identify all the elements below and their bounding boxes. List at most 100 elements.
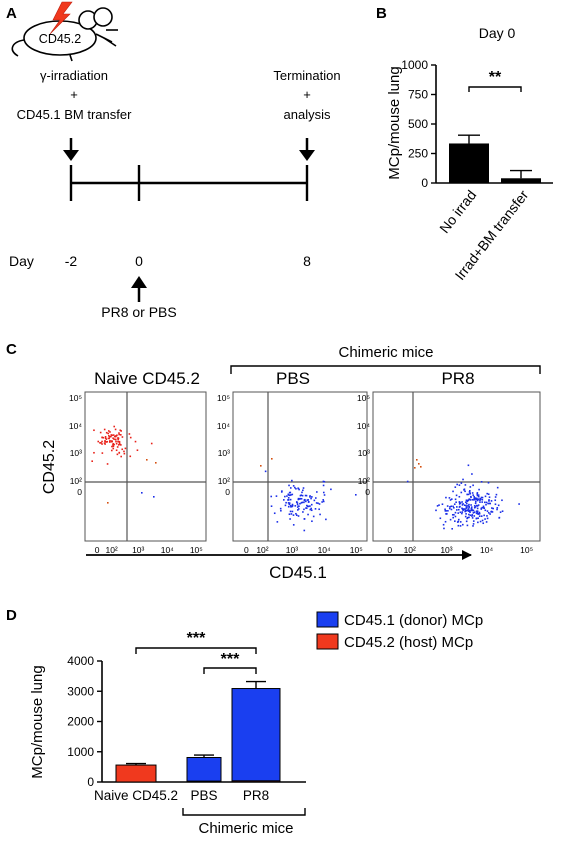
flow-event-dot (449, 506, 451, 508)
flow-event-dot (305, 507, 307, 509)
flow-event-dot (463, 508, 466, 510)
chart-d-category-label: Naive CD45.2 (94, 788, 178, 803)
flow-event-dot (472, 525, 474, 527)
flow-event-dot (322, 499, 324, 501)
flow-event-dot (287, 505, 290, 508)
flow-event-dot (302, 489, 304, 492)
flow-event-dot (453, 503, 456, 506)
flow-event-dot (418, 463, 420, 465)
flow-event-dot (470, 507, 473, 510)
flow-event-dot (477, 504, 480, 506)
flow-event-dot (322, 484, 325, 487)
flow-xtick-label: 10³ (286, 545, 298, 555)
flow-plot-frame (232, 391, 368, 542)
flow-event-dot (120, 444, 122, 446)
flow-event-dot (313, 499, 316, 502)
flow-event-dot (469, 492, 471, 495)
flow-xtick-label: 0 (95, 545, 100, 555)
flow-event-dot (466, 500, 469, 503)
flow-event-dot (155, 462, 157, 464)
flow-event-dot (101, 452, 104, 454)
chart-d-category-label: PBS (190, 788, 217, 803)
flow-event-dot (305, 500, 307, 503)
flow-xtick-label: 0 (244, 545, 249, 555)
flow-event-dot (117, 437, 119, 439)
flow-event-dot (471, 492, 474, 494)
flow-event-dot (299, 497, 302, 500)
flow-event-dot (444, 508, 446, 511)
flow-event-dot (452, 505, 454, 508)
flow-event-dot (469, 511, 471, 513)
flow-event-dot (457, 508, 460, 511)
flow-event-dot (306, 505, 309, 508)
flow-event-dot (439, 517, 442, 520)
flow-event-dot (121, 448, 124, 451)
flow-event-dot (484, 495, 487, 498)
flow-event-dot (105, 441, 107, 443)
flow-event-dot (476, 499, 479, 502)
flow-event-dot (100, 442, 102, 444)
flow-event-dot (496, 486, 499, 489)
flow-event-dot (306, 504, 308, 507)
mouse-icon (11, 7, 118, 62)
flow-event-dot (297, 487, 299, 490)
flow-event-dot (287, 499, 289, 501)
flow-event-dot (470, 509, 472, 512)
flow-ytick-label: 10³ (358, 448, 370, 458)
flow-event-dot (101, 440, 103, 443)
flow-event-dot (459, 521, 462, 523)
flow-event-dot (316, 491, 318, 493)
flow-event-dot (474, 506, 477, 508)
flow-event-dot (296, 503, 299, 506)
flow-event-dot (107, 502, 109, 504)
flow-event-dot (463, 489, 465, 491)
flow-event-dot (474, 500, 477, 503)
flow-event-dot (118, 432, 120, 434)
flow-event-dot (296, 506, 299, 508)
flow-event-dot (303, 518, 306, 520)
flow-event-dot (458, 484, 461, 486)
flow-event-dot (455, 501, 457, 504)
flow-event-dot (456, 509, 458, 511)
flow-event-dot (93, 429, 95, 432)
flow-event-dot (487, 502, 489, 505)
flow-event-dot (447, 510, 449, 512)
flow-event-dot (310, 509, 313, 512)
flow-event-dot (296, 501, 298, 503)
flow-event-dot (323, 480, 326, 483)
flow-ytick-label: 10⁴ (357, 421, 370, 431)
flow-event-dot (473, 511, 476, 513)
flow-event-dot (478, 488, 480, 491)
flow-event-dot (473, 495, 475, 498)
flow-event-dot (279, 507, 282, 510)
flow-event-dot (461, 501, 463, 503)
flow-event-dot (106, 463, 109, 465)
flow-event-dot (469, 499, 472, 501)
flow-event-dot (297, 515, 300, 517)
flow-event-dot (470, 504, 472, 506)
flow-event-dot (276, 521, 279, 523)
flow-event-dot (301, 491, 303, 494)
flow-event-dot (477, 517, 479, 520)
flow-event-dot (475, 512, 478, 515)
flow-event-dot (99, 442, 101, 444)
flow-event-dot (289, 498, 292, 501)
flow-event-dot (136, 449, 139, 452)
down-arrow-icon (299, 138, 315, 161)
flow-event-dot (458, 503, 461, 505)
chimeric-mice-label: Chimeric mice (198, 820, 293, 837)
flow-event-dot (118, 441, 121, 444)
flow-event-dot (319, 513, 321, 516)
chimeric-bracket (182, 808, 306, 816)
flow-event-dot (117, 438, 119, 441)
flow-event-dot (107, 430, 110, 432)
flow-event-dot (297, 498, 300, 501)
down-arrow-icon (63, 138, 79, 161)
flow-event-dot (486, 510, 489, 512)
flow-event-dot (455, 494, 458, 497)
legend-label: CD45.1 (donor) MCp (344, 612, 483, 629)
flow-event-dot (451, 513, 454, 516)
flow-event-dot (467, 510, 470, 512)
chart-b-category-label: No irrad (436, 187, 479, 236)
flow-event-dot (295, 514, 298, 517)
